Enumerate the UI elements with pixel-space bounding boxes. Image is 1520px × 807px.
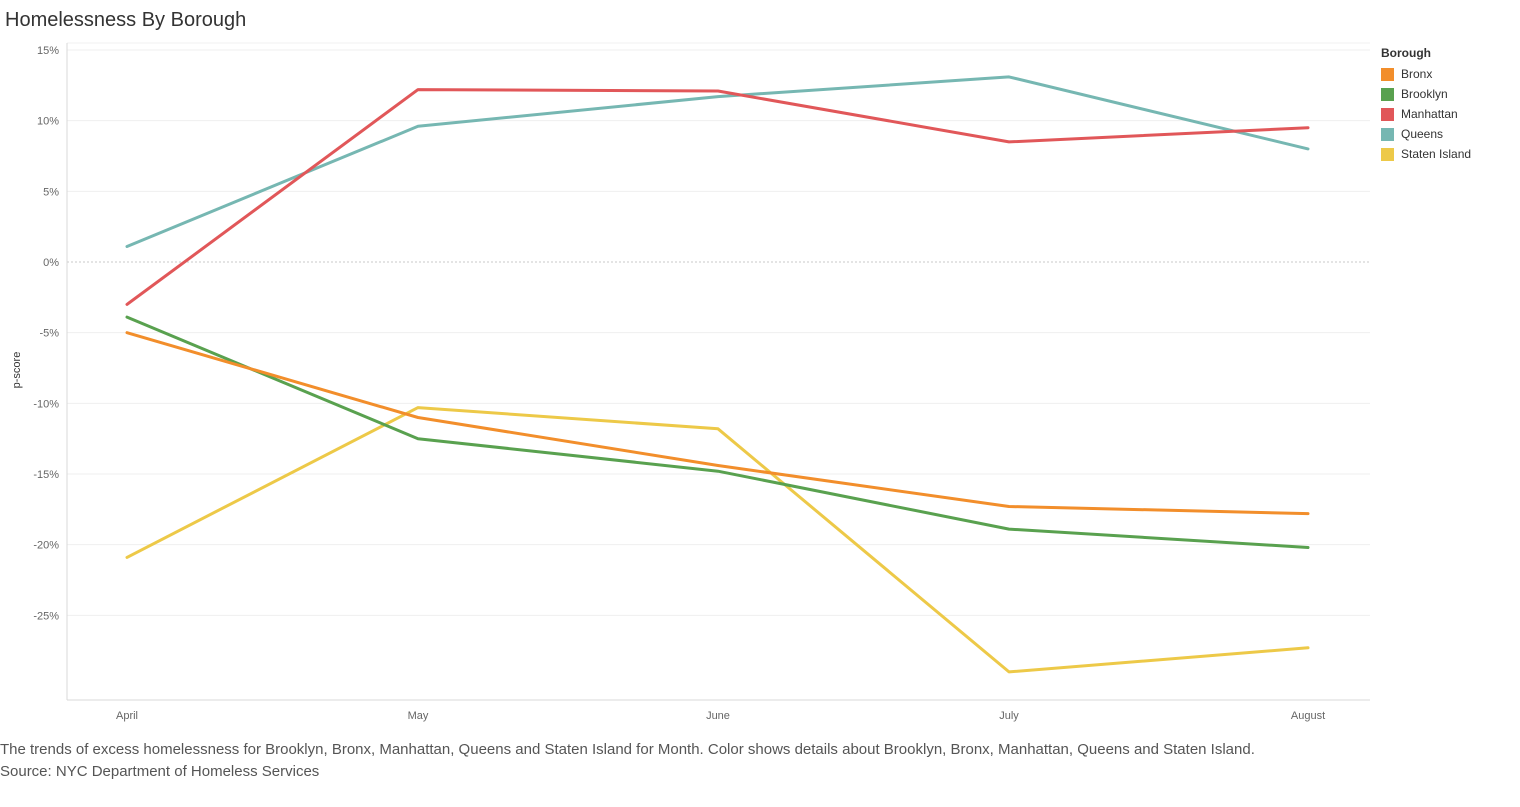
legend-label: Bronx: [1401, 67, 1433, 81]
grid-lines: [67, 42, 1370, 616]
y-tick-label: -5%: [39, 328, 59, 340]
legend: Borough Bronx Brooklyn Manhattan Queens Stat…: [1381, 46, 1471, 164]
legend-swatch: [1381, 67, 1394, 81]
legend-item: Brooklyn: [1381, 84, 1471, 104]
legend-label: Staten Island: [1401, 147, 1472, 161]
legend-item: Bronx: [1381, 64, 1471, 84]
y-tick-label: 10%: [37, 116, 59, 128]
legend-label: Brooklyn: [1401, 87, 1448, 101]
x-tick-label: July: [999, 710, 1019, 722]
chart-title: Homelessness By Borough: [5, 9, 247, 31]
series-lines: [125, 75, 1310, 674]
y-tick-labels: 15% 10% 5% 0% -5% -10% -15% -20% -25%: [33, 45, 59, 622]
legend-swatch: [1381, 127, 1394, 141]
legend-item: Staten Island: [1381, 144, 1471, 164]
legend-item: Queens: [1381, 124, 1471, 144]
legend-label: Manhattan: [1401, 107, 1458, 121]
y-tick-label: 5%: [43, 186, 59, 198]
y-tick-label: -10%: [33, 398, 59, 410]
x-tick-label: May: [408, 710, 429, 722]
series-line-manhattan: [125, 88, 1310, 306]
y-axis-title: p-score: [11, 352, 23, 389]
y-tick-label: 15%: [37, 45, 59, 57]
y-tick-label: 0%: [43, 257, 59, 269]
y-tick-label: -25%: [33, 610, 59, 622]
y-tick-label: -20%: [33, 540, 59, 552]
x-tick-labels: April May June July August: [116, 710, 1325, 722]
x-tick-label: April: [116, 710, 138, 722]
series-line-queens: [125, 75, 1310, 248]
legend-swatch: [1381, 107, 1394, 121]
x-tick-label: August: [1291, 710, 1325, 722]
caption-description: The trends of excess homelessness for Br…: [0, 741, 1255, 758]
line-chart: 15% 10% 5% 0% -5% -10% -15% -20% -25% April May Ju…: [11, 42, 1370, 722]
legend-title: Borough: [1381, 46, 1431, 60]
series-line-brooklyn: [125, 315, 1310, 549]
series-line-staten-island: [125, 406, 1310, 674]
series-line-bronx: [125, 331, 1310, 516]
legend-item: Manhattan: [1381, 104, 1471, 124]
x-tick-label: June: [706, 710, 730, 722]
chart-caption: The trends of excess homelessness for Br…: [0, 739, 1390, 783]
legend-swatch: [1381, 87, 1394, 101]
axes: [66, 43, 1370, 701]
y-tick-label: -15%: [33, 469, 59, 481]
caption-source: Source: NYC Department of Homeless Servi…: [0, 763, 320, 780]
legend-swatch: [1381, 147, 1394, 161]
legend-items: Bronx Brooklyn Manhattan Queens Staten Islan…: [1381, 64, 1471, 164]
legend-label: Queens: [1401, 127, 1444, 141]
